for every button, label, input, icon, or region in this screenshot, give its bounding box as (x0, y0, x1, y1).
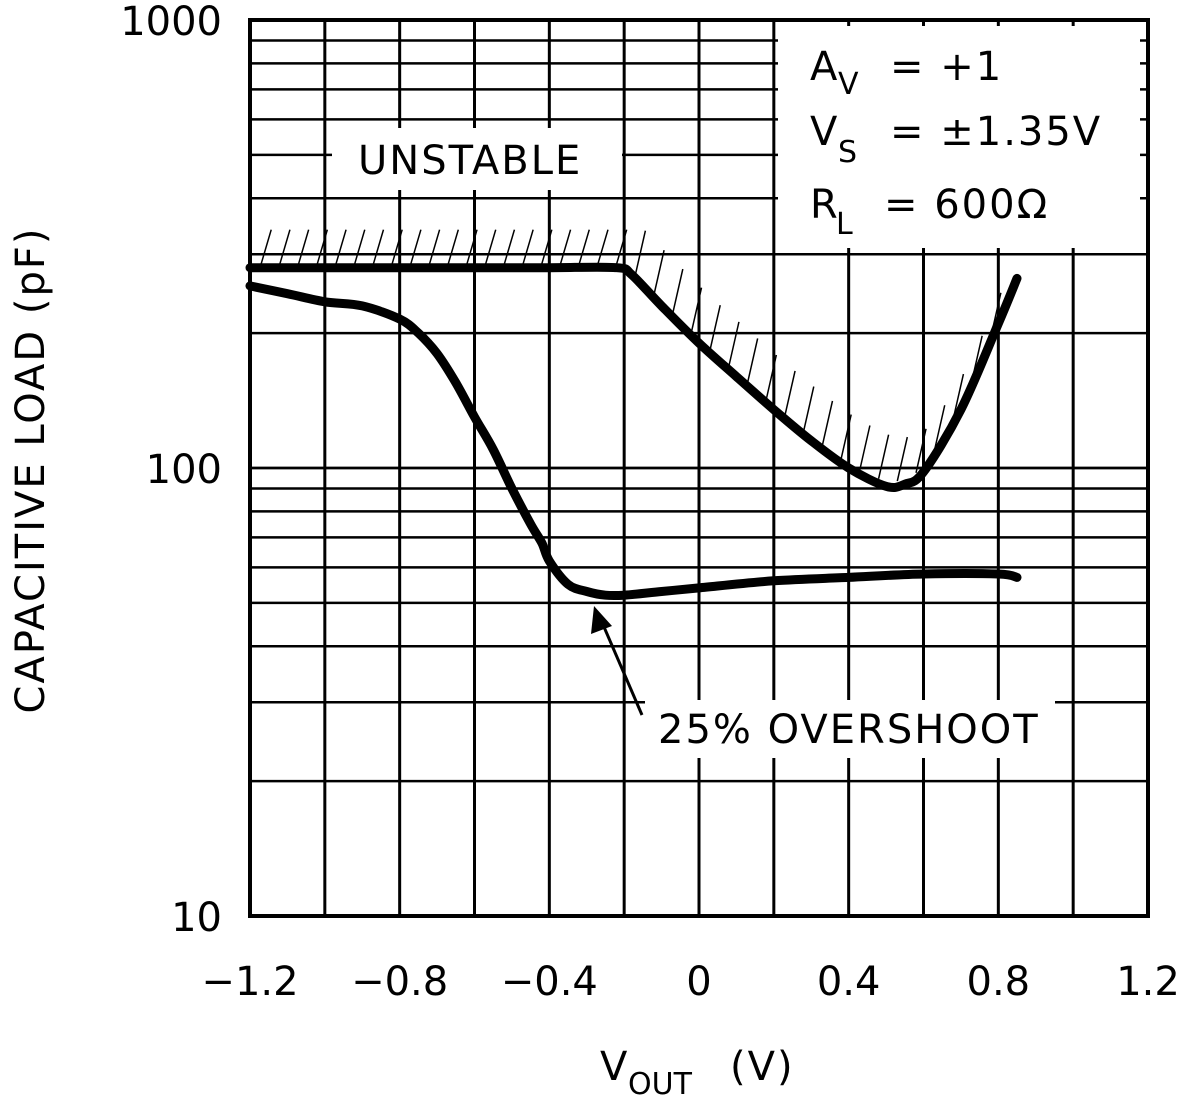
condition-rl-sub: L (836, 207, 853, 242)
overshoot-curve (245, 281, 1022, 601)
condition-rl-main: R (810, 182, 840, 228)
unstable-hatch-mark (634, 230, 647, 275)
unstable-boundary-curve (245, 262, 1022, 492)
unstable-hatch-mark (372, 229, 385, 264)
condition-vs-value: = ±1.35V (890, 109, 1102, 155)
y-tick-label: 100 (146, 447, 222, 493)
condition-vs-main: V (810, 109, 839, 155)
x-tick-label: −0.8 (351, 959, 448, 1005)
hatch-layer (260, 229, 1002, 482)
x-tick-label: 0.8 (967, 959, 1031, 1005)
unstable-hatch-mark (765, 354, 778, 400)
condition-rl-value: = 600Ω (884, 182, 1049, 228)
unstable-hatch-mark (503, 229, 516, 264)
unstable-hatch-mark (410, 229, 422, 264)
overshoot-arrow (591, 606, 644, 716)
unstable-hatch-mark (840, 414, 852, 459)
conditions-bg (778, 26, 1140, 248)
unstable-hatch-mark (559, 229, 572, 264)
condition-av: A V = +1 (810, 44, 1003, 102)
condition-rl: R L = 600Ω (810, 182, 1049, 242)
x-axis-label: V OUT (V) (600, 1044, 795, 1101)
unstable-label: UNSTABLE (358, 138, 582, 184)
unstable-hatch-mark (316, 229, 329, 264)
unstable-hatch-mark (447, 229, 460, 264)
x-tick-label: 0 (686, 959, 711, 1005)
unstable-hatch-mark (522, 229, 534, 264)
unstable-hatch-mark (615, 229, 628, 264)
unstable-hatch-mark (391, 229, 403, 264)
unstable-hatch-mark (784, 370, 796, 416)
x-axis-label-unit: (V) (730, 1044, 795, 1090)
unstable-hatch-mark (915, 428, 927, 474)
unstable-hatch-mark (690, 287, 703, 332)
condition-av-main: A (810, 44, 839, 90)
unstable-hatch-mark (485, 229, 497, 264)
overshoot-label: 25% OVERSHOOT (658, 707, 1040, 753)
unstable-label-bg (332, 128, 622, 190)
unstable-hatch-mark (428, 229, 441, 264)
unstable-hatch-mark (279, 229, 291, 264)
tick-layer: −1.2 −0.8 −0.4 0 0.4 0.8 1.2 10 100 1000 (120, 0, 1179, 1005)
unstable-hatch-mark (896, 436, 909, 482)
plot-frame (248, 18, 1150, 918)
curve-layer (245, 262, 1022, 601)
unstable-hatch-mark (653, 249, 665, 295)
unstable-hatch-mark (297, 229, 310, 264)
unstable-hatch-mark (933, 405, 946, 450)
unstable-hatch-mark (260, 229, 272, 264)
x-axis-label-sub: OUT (628, 1067, 693, 1101)
unstable-hatch-mark (877, 434, 890, 479)
x-axis-label-main: V (600, 1044, 629, 1090)
unstable-hatch-mark (859, 425, 871, 470)
x-tick-label: 1.2 (1116, 959, 1179, 1005)
condition-av-sub: V (838, 67, 859, 102)
unstable-hatch-mark (597, 229, 609, 264)
y-tick-label: 10 (171, 895, 222, 941)
x-tick-label: −1.2 (201, 959, 298, 1005)
unstable-hatch-mark (335, 229, 347, 264)
unstable-hatch-mark (746, 338, 759, 383)
unstable-hatch-mark (541, 229, 553, 264)
overshoot-label-bg (645, 700, 1055, 758)
unstable-hatch-mark (672, 268, 684, 314)
x-tick-label: 0.4 (817, 959, 881, 1005)
y-tick-label: 1000 (120, 0, 222, 45)
unstable-hatch-mark (821, 400, 834, 446)
unstable-hatch-mark (803, 386, 815, 431)
unstable-hatch-mark (354, 229, 366, 264)
x-tick-label: −0.4 (501, 959, 598, 1005)
condition-av-value: = +1 (890, 44, 1003, 90)
unstable-hatch-mark (709, 304, 721, 350)
condition-vs: V S = ±1.35V (810, 109, 1102, 170)
unstable-hatch-mark (728, 321, 740, 367)
condition-vs-sub: S (838, 135, 857, 170)
unstable-hatch-mark (952, 373, 965, 419)
unstable-hatch-mark (466, 229, 478, 264)
y-axis-label: CAPACITIVE LOAD (pF) (8, 227, 54, 714)
unstable-hatch-mark (578, 229, 590, 264)
